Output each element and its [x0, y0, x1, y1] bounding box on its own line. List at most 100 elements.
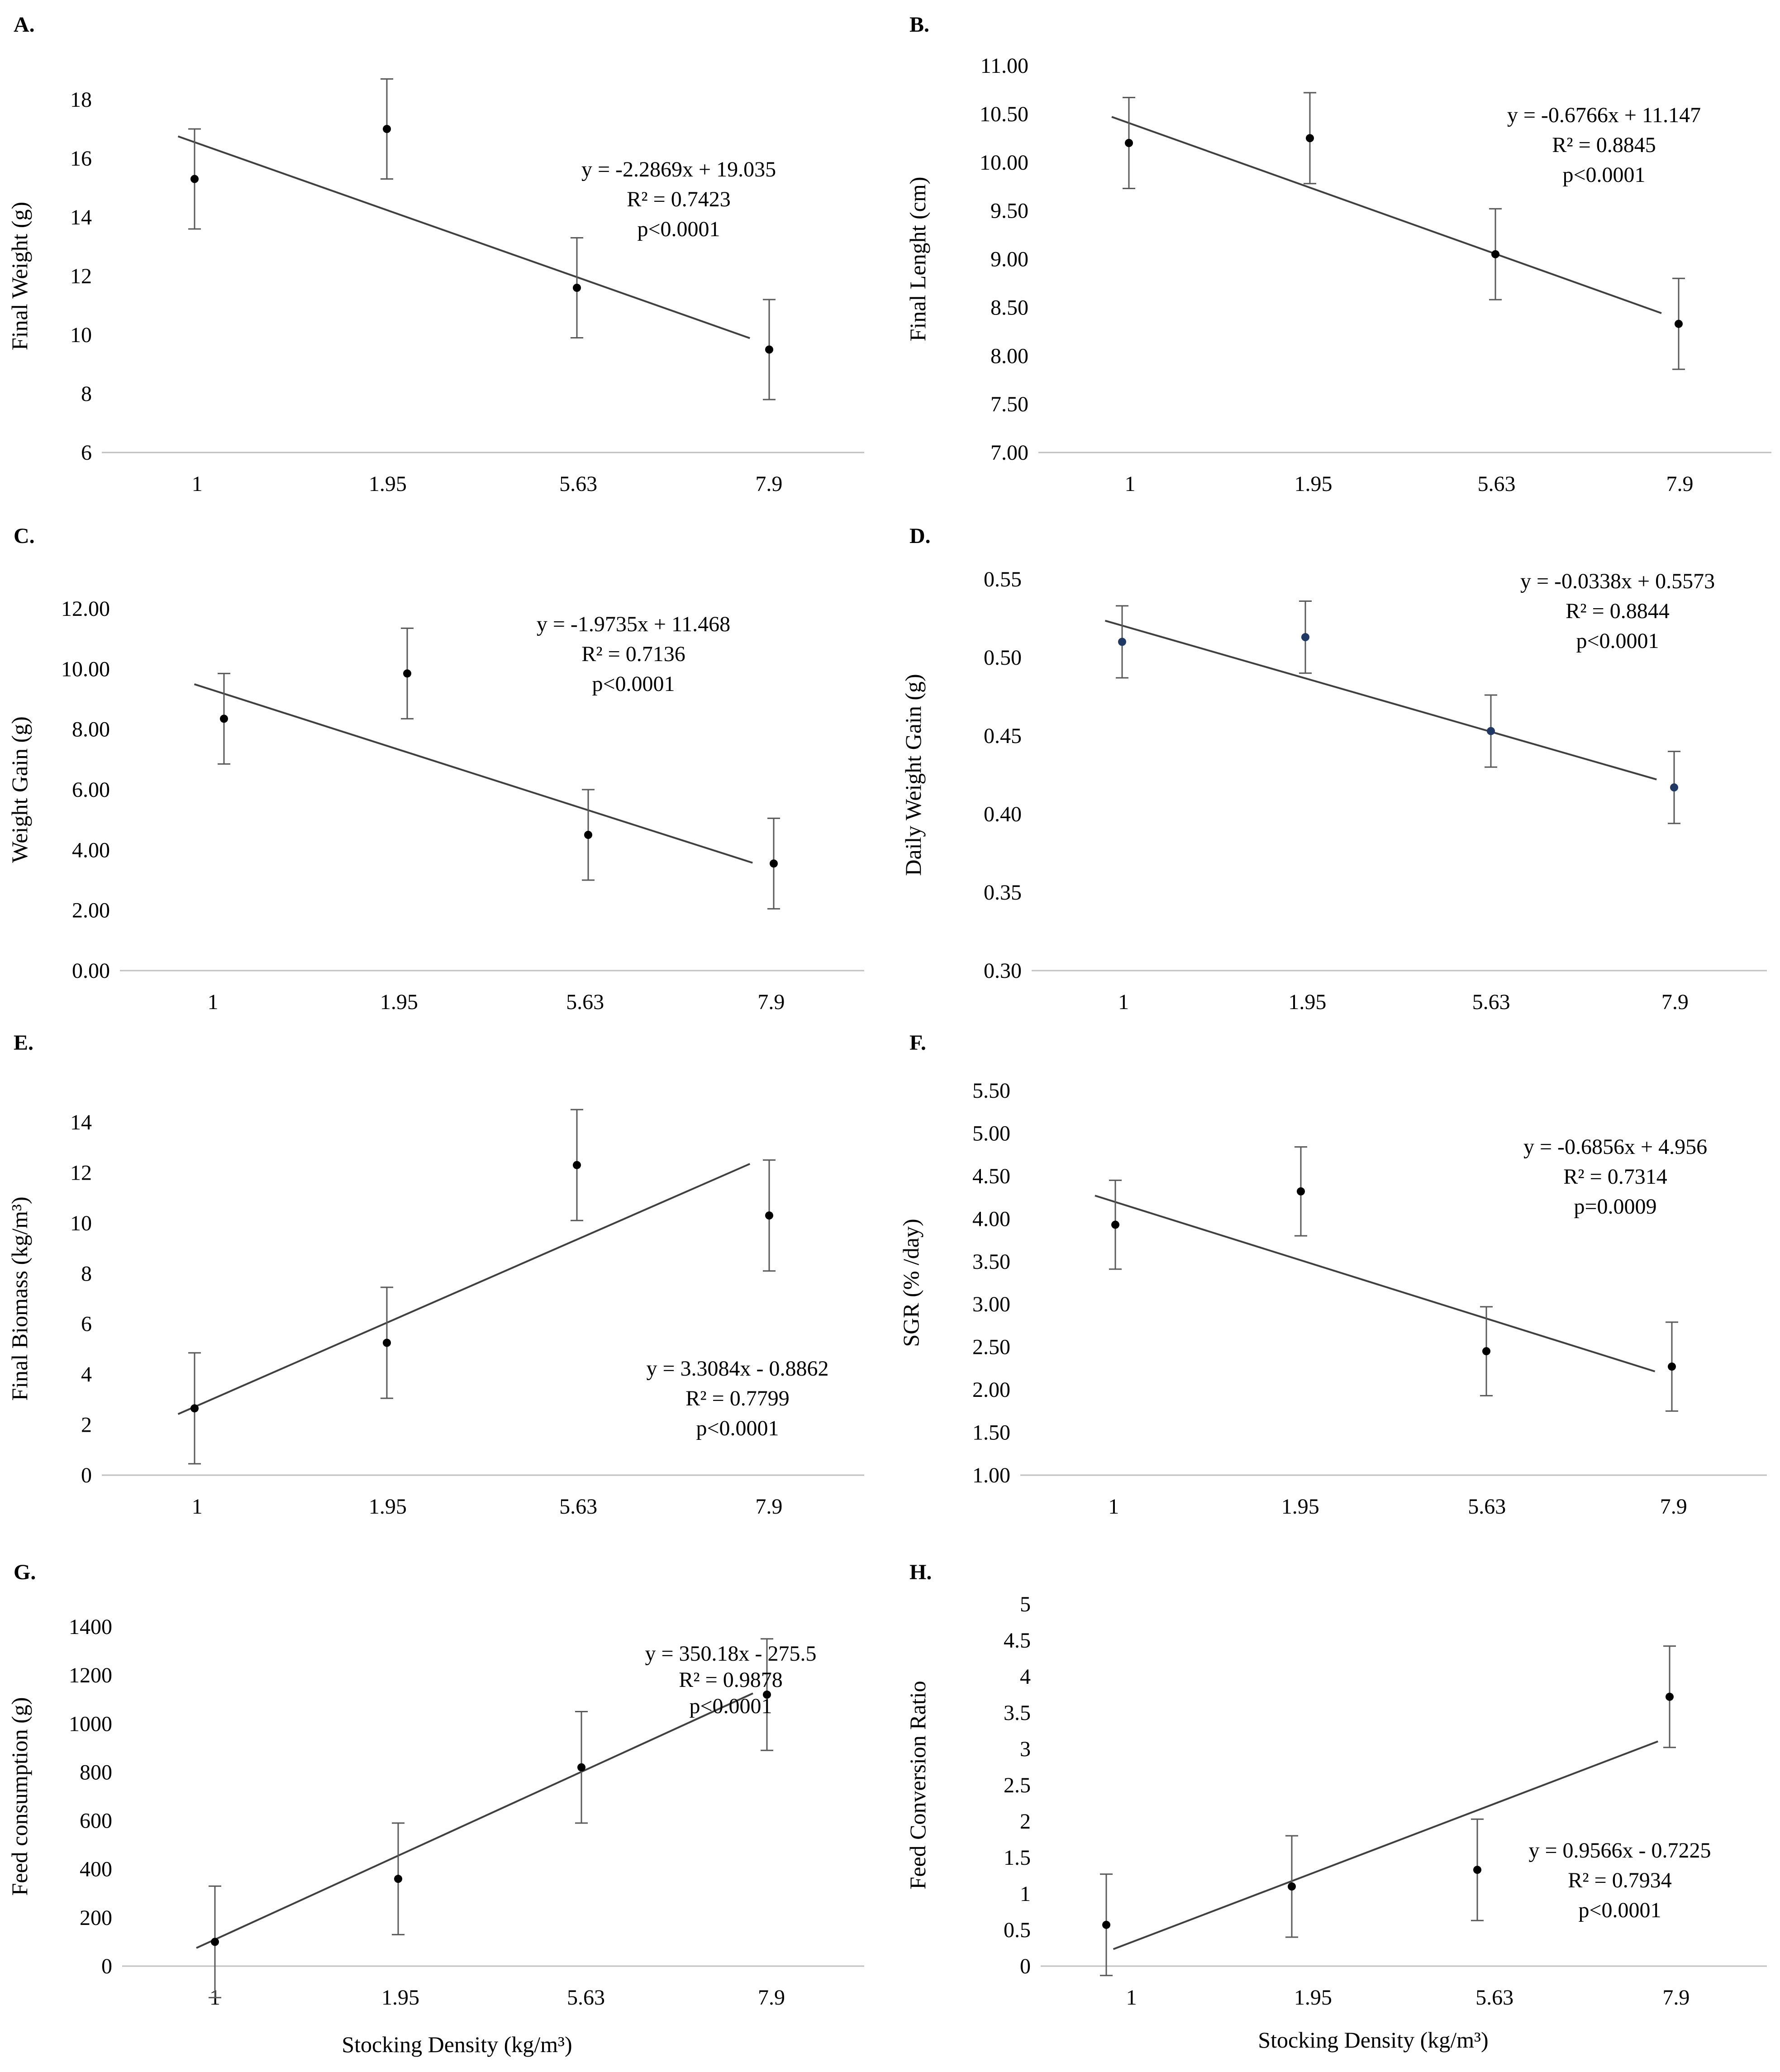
y-tick-label: 1200: [69, 1663, 112, 1687]
y-tick-label: 1400: [69, 1615, 112, 1639]
y-tick-label: 0.55: [984, 567, 1022, 591]
y-tick-label: 2: [1020, 1810, 1031, 1834]
chart-panel-e: E. 0 2 4 6 8 10 12 14 1 1.95 5.63 7.9 Final Biomass (…: [7, 1031, 864, 1519]
trendline: [1111, 116, 1662, 314]
y-tick-label: 8.00: [990, 344, 1028, 368]
y-tick-label: 14: [70, 1110, 92, 1134]
y-tick-label: 5.00: [972, 1121, 1010, 1145]
x-tick-label: 1.95: [369, 472, 407, 496]
y-tick-label: 1: [1020, 1882, 1031, 1906]
chart-panel-b: B. 7.00 7.50 8.00 8.50 9.00 9.50 10.00 10.50 11.0…: [905, 13, 1771, 496]
data-point: [1668, 1362, 1676, 1371]
y-tick-label: 200: [80, 1906, 112, 1930]
x-tick-label: 7.9: [1660, 1495, 1687, 1519]
y-tick-label: 18: [70, 88, 92, 112]
x-tick-label: 5.63: [1475, 1986, 1513, 2010]
data-point: [1482, 1347, 1490, 1356]
regression-annotation: p<0.0001: [1576, 629, 1659, 653]
regression-annotation: R² = 0.7799: [685, 1386, 789, 1410]
data-point: [190, 175, 199, 183]
y-tick-label: 8: [81, 382, 92, 406]
data-point: [394, 1875, 402, 1883]
regression-annotation: p<0.0001: [1578, 1898, 1661, 1922]
y-tick-label: 4: [1020, 1665, 1031, 1689]
y-tick-label: 0.40: [984, 802, 1022, 826]
y-tick-label: 2.00: [72, 899, 110, 923]
data-point: [1118, 638, 1126, 646]
x-tick-label: 5.63: [559, 472, 597, 496]
data-point: [1491, 250, 1499, 258]
y-tick-label: 16: [70, 147, 92, 171]
y-tick-label: 6: [81, 1312, 92, 1336]
data-point: [383, 1338, 391, 1347]
x-tick-label: 7.9: [755, 1495, 782, 1519]
regression-annotation: y = 0.9566x - 0.7225: [1528, 1839, 1711, 1862]
panel-label: C.: [14, 524, 35, 548]
data-point: [190, 1404, 199, 1413]
y-axis-title: SGR (% /day): [898, 1219, 923, 1347]
data-point: [1675, 319, 1683, 328]
data-point: [573, 1161, 581, 1169]
y-tick-label: 4: [81, 1362, 92, 1386]
x-tick-label: 7.9: [1666, 472, 1694, 496]
y-tick-label: 8.50: [990, 295, 1028, 319]
regression-annotation: R² = 0.8845: [1552, 133, 1656, 157]
y-tick-label: 6: [81, 441, 92, 465]
x-tick-label: 1.95: [1281, 1495, 1319, 1519]
regression-annotation: p=0.0009: [1574, 1195, 1656, 1219]
panel-label: G.: [14, 1560, 36, 1584]
x-tick-label: 1: [1118, 990, 1129, 1014]
panel-label: E.: [14, 1031, 33, 1055]
regression-annotation: p<0.0001: [592, 672, 675, 696]
y-tick-label: 0.30: [984, 959, 1022, 983]
trendline: [194, 683, 753, 864]
regression-annotation: R² = 0.7136: [581, 642, 685, 666]
regression-annotation: p<0.0001: [637, 217, 720, 241]
y-tick-label: 11.00: [980, 54, 1028, 78]
y-tick-label: 10: [70, 1211, 92, 1235]
x-tick-label: 5.63: [1478, 472, 1516, 496]
y-tick-label: 14: [70, 205, 92, 229]
x-tick-label: 5.63: [566, 990, 604, 1014]
y-tick-label: 2.50: [972, 1335, 1010, 1359]
x-tick-label: 1: [208, 990, 219, 1014]
x-tick-label: 1.95: [1295, 472, 1333, 496]
y-axis-title: Daily Weight Gain (g): [900, 674, 926, 876]
x-tick-label: 7.9: [1662, 1986, 1690, 2010]
y-tick-label: 0: [81, 1463, 92, 1487]
y-tick-label: 12.00: [61, 597, 110, 621]
y-tick-label: 0: [1020, 1954, 1031, 1978]
regression-annotation: R² = 0.7934: [1568, 1868, 1671, 1892]
y-tick-label: 4.00: [72, 838, 110, 862]
regression-annotation: p<0.0001: [696, 1416, 779, 1440]
data-point: [1297, 1187, 1305, 1196]
y-axis-title: Final Biomass (kg/m³): [7, 1196, 32, 1400]
y-tick-label: 10.50: [980, 102, 1028, 126]
x-tick-label: 1: [1126, 1986, 1137, 2010]
y-tick-label: 5: [1020, 1592, 1031, 1616]
x-tick-label: 1: [192, 1495, 203, 1519]
y-tick-label: 12: [70, 264, 92, 288]
y-tick-label: 7.50: [990, 392, 1028, 416]
y-tick-label: 1.00: [972, 1463, 1010, 1487]
regression-annotation: y = -0.6766x + 11.147: [1507, 103, 1701, 127]
regression-annotation: y = -2.2869x + 19.035: [581, 157, 776, 181]
y-tick-label: 8.00: [72, 718, 110, 742]
data-point: [765, 345, 773, 354]
x-tick-label: 1: [192, 472, 203, 496]
data-point: [1301, 633, 1309, 642]
regression-annotation: p<0.0001: [1562, 163, 1645, 187]
data-point: [1111, 1220, 1119, 1229]
regression-annotation: R² = 0.8844: [1566, 599, 1669, 623]
data-point: [1125, 139, 1133, 147]
panel-label: F.: [909, 1031, 926, 1055]
y-tick-label: 3.00: [972, 1292, 1010, 1316]
x-tick-label: 1.95: [369, 1495, 407, 1519]
data-point: [1666, 1692, 1674, 1701]
trendline: [196, 1692, 753, 1949]
trendline: [177, 1163, 751, 1415]
trendline: [1104, 619, 1657, 781]
x-tick-label: 1.95: [380, 990, 418, 1014]
data-point: [1473, 1866, 1481, 1874]
